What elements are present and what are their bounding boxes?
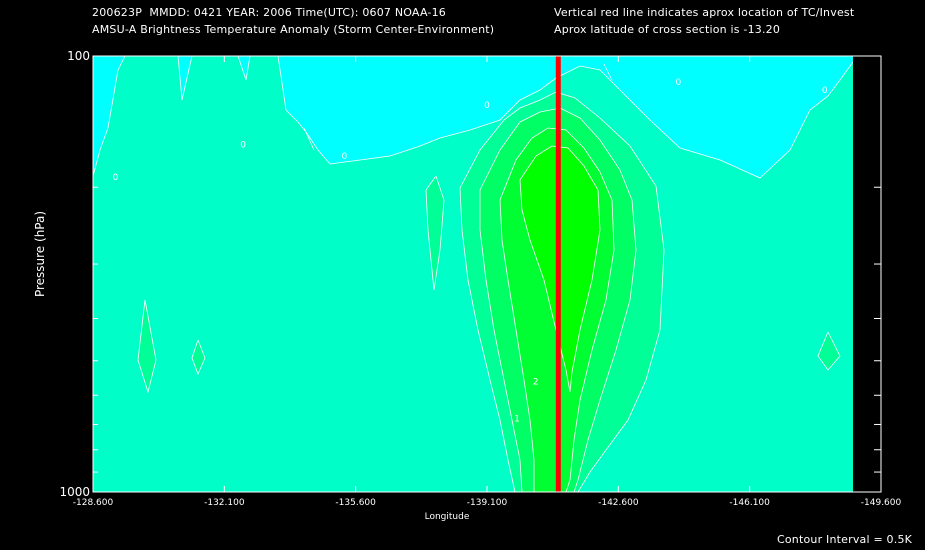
chart-title: AMSU-A Brightness Temperature Anomaly (S… [92,23,495,36]
contour-line [479,190,523,493]
y-axis-label: Pressure (hPa) [33,211,47,297]
contour-line [277,55,854,179]
x-tick-label: -128.600 [73,498,114,508]
contour-interval-note: Contour Interval = 0.5K [777,533,913,546]
contour-line [459,91,665,493]
contour-line [137,299,157,394]
contour-line [237,55,251,81]
header-info-line: 200623P MMDD: 0421 YEAR: 2006 Time(UTC):… [92,6,447,19]
contour-line [459,187,516,493]
contour-line [519,145,601,393]
x-tick-label: -149.600 [861,498,902,508]
contour-labels: 0 0 0 0 0 0 1 2 [113,78,828,425]
contour-label: 0 [822,86,828,96]
x-tick-label: -135.600 [335,498,376,508]
contour-lines [92,55,854,493]
x-tick-label: -132.100 [204,498,245,508]
contour-label: 1 [514,414,520,424]
contour-line [92,55,126,177]
storm-line-note: Vertical red line indicates aprox locati… [554,6,855,19]
contour-line [177,55,193,101]
contour-label: 0 [484,101,490,111]
x-tick-label: -142.600 [598,498,639,508]
x-axis-label: Longitude [425,512,470,522]
contour-line [817,331,841,371]
no-data-strip [853,56,881,492]
contour-line [499,127,615,493]
contour-line [303,127,315,151]
anomaly-field [93,56,881,492]
contour-line [479,107,637,493]
contour-line [425,175,445,291]
cross-section-latitude: Aprox latitude of cross section is -13.2… [554,23,781,36]
contour-line [191,339,206,376]
x-tick-label: -139.100 [467,498,508,508]
x-tick-label: -146.100 [729,498,770,508]
y-tick-label: 100 [67,49,90,63]
contour-label: 0 [113,173,119,183]
contour-label: 0 [240,140,246,150]
contour-label: 0 [342,152,348,162]
field-level2-spot3 [818,332,840,370]
contour-label: 2 [533,378,539,388]
contour-line [603,63,613,81]
y-tick-label: 1000 [59,485,90,499]
field-level2-spot4 [426,176,444,290]
axes: -128.600 -132.100 -135.600 -139.100 -142.600… [59,49,901,508]
contour-line [499,199,535,492]
contour-label: 0 [676,78,682,88]
